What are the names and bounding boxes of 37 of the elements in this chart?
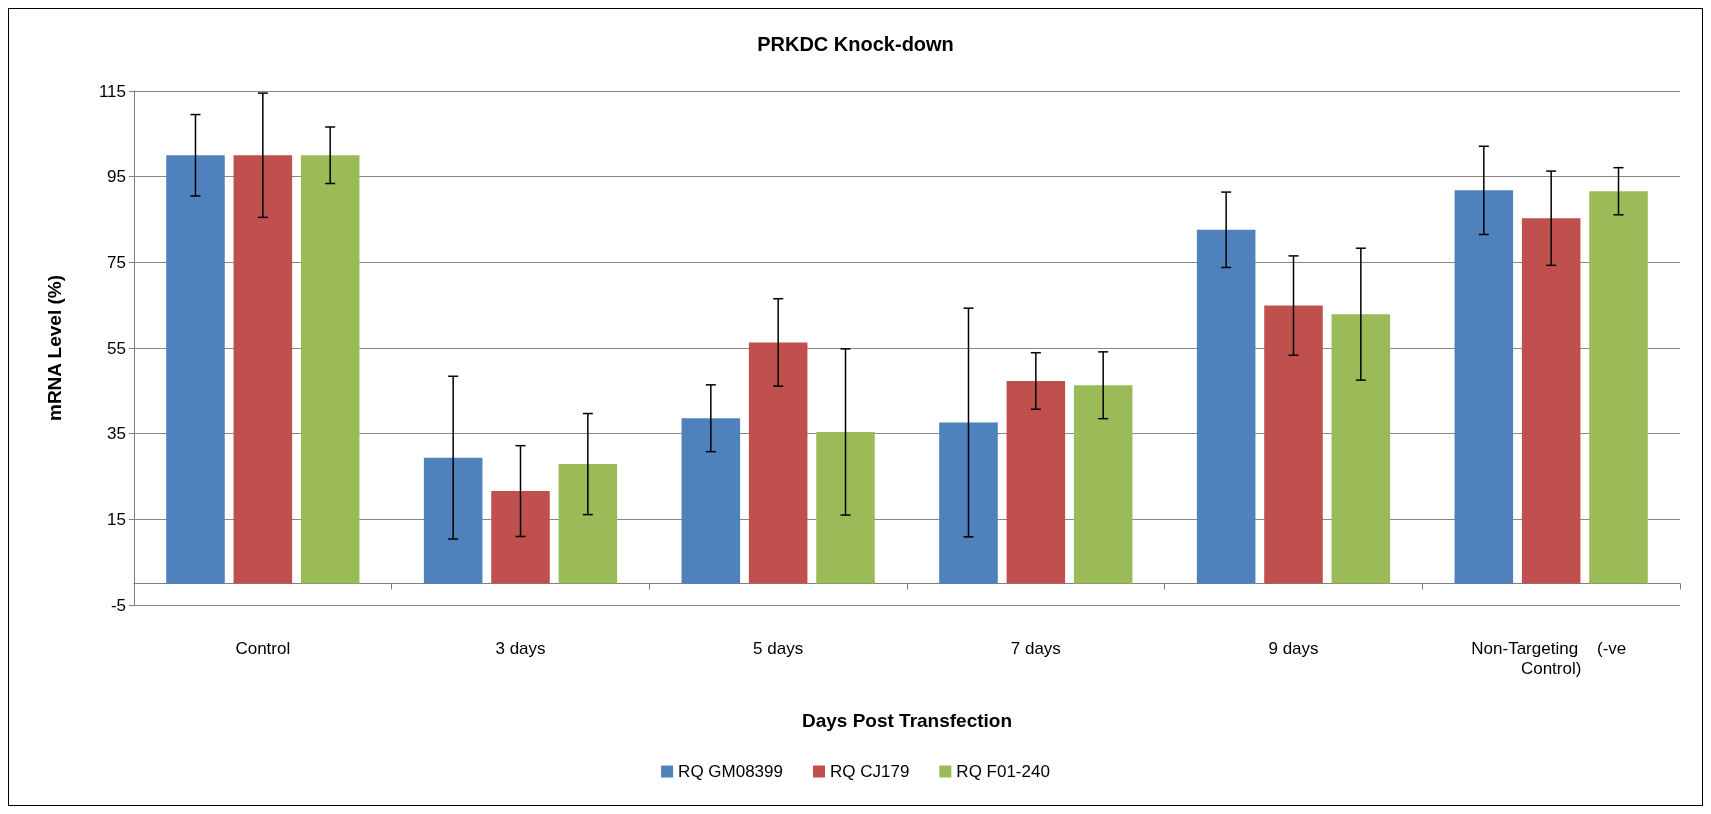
legend-label: RQ GM08399 bbox=[678, 762, 783, 781]
x-axis-title: Days Post Transfection bbox=[801, 710, 1013, 732]
bar bbox=[748, 342, 808, 584]
bar bbox=[816, 431, 875, 584]
bar bbox=[300, 155, 360, 584]
bar bbox=[1264, 305, 1323, 584]
y-tick-label: 115 bbox=[98, 81, 126, 101]
x-tick-label: 3 days bbox=[495, 638, 546, 658]
bar bbox=[1454, 190, 1514, 584]
bar bbox=[166, 155, 225, 584]
bar bbox=[423, 457, 483, 584]
bar bbox=[491, 491, 550, 584]
y-tick-label: 55 bbox=[107, 338, 126, 358]
chart-title: PRKDC Knock-down bbox=[757, 33, 954, 55]
y-tick-label: -5 bbox=[110, 595, 126, 615]
y-tick-label: 95 bbox=[107, 167, 126, 187]
x-tick-label: Control bbox=[235, 638, 291, 658]
legend-label: RQ F01-240 bbox=[956, 762, 1050, 781]
x-tick-label: Non-Targeting (-ve Control) bbox=[1471, 638, 1632, 678]
bar bbox=[1073, 385, 1133, 584]
bar bbox=[1521, 218, 1581, 584]
bar bbox=[681, 418, 741, 584]
x-tick-label: 7 days bbox=[1010, 638, 1061, 658]
y-tick-label: 15 bbox=[107, 509, 126, 529]
bar bbox=[939, 422, 998, 584]
bar bbox=[1196, 229, 1256, 584]
x-tick-label: 5 days bbox=[753, 638, 804, 658]
x-tick-label: 9 days bbox=[1268, 638, 1319, 658]
y-tick-label: 35 bbox=[107, 424, 126, 444]
legend-label: RQ CJ179 bbox=[829, 762, 910, 781]
bar bbox=[1006, 380, 1066, 584]
bar bbox=[1331, 314, 1391, 584]
bar bbox=[1589, 191, 1648, 584]
bar bbox=[558, 464, 618, 584]
y-tick-label: 75 bbox=[107, 252, 126, 272]
y-axis-title: mRNA Level (%) bbox=[44, 274, 65, 422]
bar bbox=[233, 155, 293, 584]
